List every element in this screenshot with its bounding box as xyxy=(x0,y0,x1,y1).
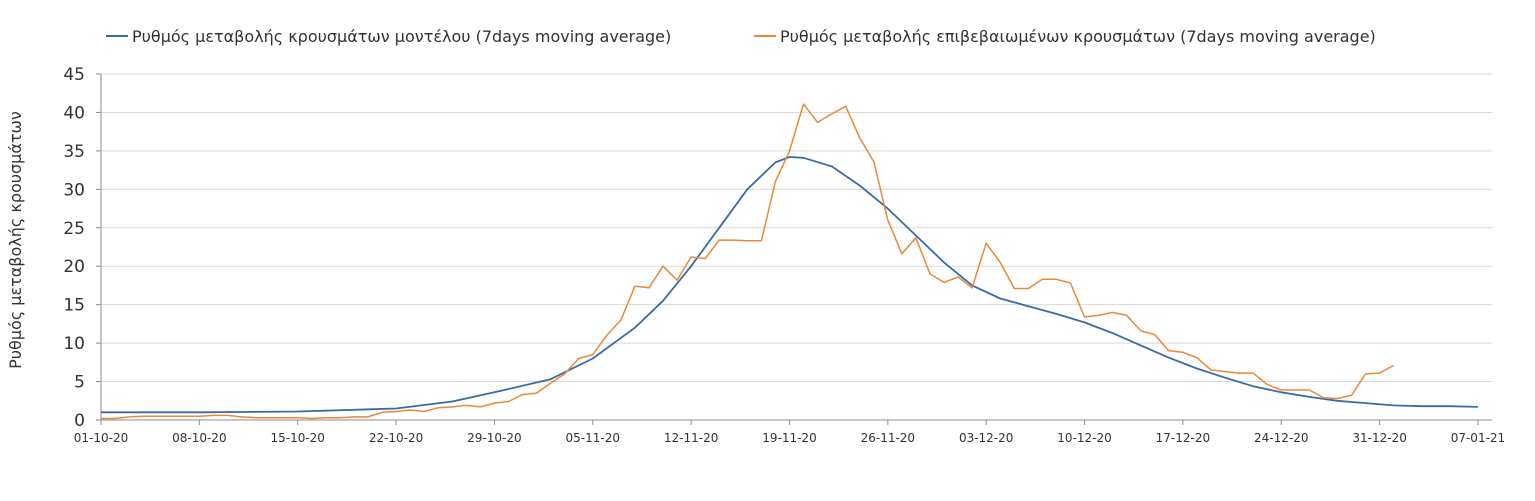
x-tick-label: 07-01-21 xyxy=(1451,431,1505,445)
y-tick-label: 40 xyxy=(63,103,85,123)
x-tick-label: 29-10-20 xyxy=(467,431,521,445)
series-lines xyxy=(101,103,1478,420)
gridlines xyxy=(101,73,1492,383)
y-tick-label: 45 xyxy=(63,65,85,85)
x-tick-label: 22-10-20 xyxy=(369,431,423,445)
x-tick-label: 15-10-20 xyxy=(270,431,324,445)
series-line-confirmed xyxy=(101,103,1394,420)
x-tick-label: 05-11-20 xyxy=(566,431,620,445)
x-tick-label: 08-10-20 xyxy=(172,431,226,445)
y-tick-label: 15 xyxy=(63,296,85,316)
y-tick-label: 30 xyxy=(63,180,85,200)
chart-legend: Ρυθμός μεταβολής κρουσμάτων μοντέλου (7d… xyxy=(106,27,1376,46)
x-tick-label: 26-11-20 xyxy=(861,431,915,445)
x-tick-label: 24-12-20 xyxy=(1254,431,1308,445)
y-tick-label: 10 xyxy=(63,334,85,354)
legend-label-model: Ρυθμός μεταβολής κρουσμάτων μοντέλου (7d… xyxy=(132,27,671,46)
y-axis-ticks: 0 5 10 15 20 25 30 35 40 45 xyxy=(63,65,102,431)
series-line-model xyxy=(101,156,1478,414)
x-tick-label: 17-12-20 xyxy=(1156,431,1210,445)
y-tick-label: 35 xyxy=(63,142,85,162)
y-tick-label: 20 xyxy=(63,257,85,277)
x-tick-label: 12-11-20 xyxy=(664,431,718,445)
x-tick-label: 10-12-20 xyxy=(1057,431,1111,445)
x-tick-label: 19-11-20 xyxy=(762,431,816,445)
y-tick-label: 25 xyxy=(63,219,85,239)
x-axis-ticks: 01-10-20 08-10-20 15-10-20 22-10-20 29-10-20… xyxy=(74,419,1505,445)
x-tick-label: 03-12-20 xyxy=(959,431,1013,445)
y-tick-label: 0 xyxy=(74,411,85,431)
legend-label-confirmed: Ρυθμός μεταβολής επιβεβαιωμένων κρουσμάτ… xyxy=(780,27,1376,46)
x-tick-label: 31-12-20 xyxy=(1352,431,1406,445)
y-axis-label: Ρυθμός μεταβολής κρουσμάτων xyxy=(6,111,25,369)
x-tick-label: 01-10-20 xyxy=(74,431,128,445)
y-tick-label: 5 xyxy=(74,373,85,393)
